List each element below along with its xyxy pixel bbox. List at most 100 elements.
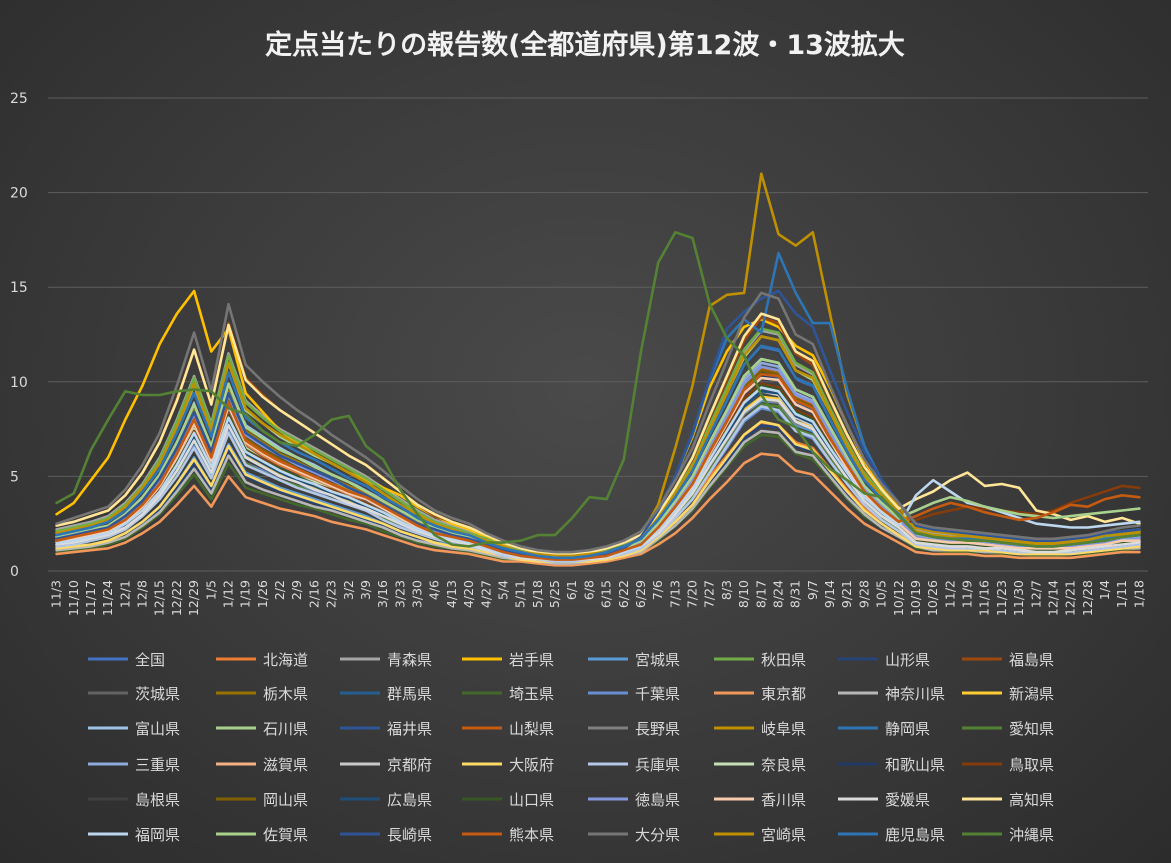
- legend-item: 広島県: [340, 791, 432, 809]
- legend-label: 佐賀県: [263, 826, 308, 844]
- x-tick-label: 12/15: [152, 580, 167, 616]
- x-tick-label: 1/18: [1131, 580, 1146, 608]
- x-tick-label: 7/20: [685, 580, 700, 608]
- legend-item: 山口県: [462, 791, 554, 809]
- legend-label: 広島県: [387, 791, 432, 809]
- x-tick-label: 12/29: [186, 580, 201, 616]
- y-tick-label: 15: [10, 280, 28, 296]
- y-tick-label: 10: [10, 375, 28, 391]
- x-tick-label: 6/15: [599, 580, 614, 608]
- legend-item: 石川県: [216, 720, 308, 738]
- x-tick-label: 11/30: [1011, 580, 1026, 616]
- x-tick-label: 7/6: [650, 580, 665, 600]
- legend-item: 兵庫県: [588, 756, 680, 774]
- legend-item: 全国: [88, 651, 165, 669]
- x-tick-label: 11/17: [83, 580, 98, 616]
- series-line-47: [55, 231, 1141, 548]
- legend-item: 東京都: [714, 685, 806, 703]
- x-tick-label: 10/26: [925, 580, 940, 616]
- x-tick-label: 4/13: [444, 580, 459, 608]
- legend-label: 徳島県: [635, 791, 680, 809]
- y-tick-label: 0: [10, 564, 19, 580]
- x-tick-label: 6/1: [564, 580, 579, 600]
- legend-item: 長崎県: [340, 826, 432, 844]
- legend-label: 京都府: [387, 756, 432, 774]
- x-tick-label: 11/2: [942, 580, 957, 608]
- legend-item: 青森県: [340, 651, 432, 669]
- legend-item: 長野県: [588, 720, 680, 738]
- legend-item: 岡山県: [216, 791, 308, 809]
- legend-label: 全国: [135, 651, 165, 669]
- legend-label: 福井県: [387, 720, 432, 738]
- legend-item: 群馬県: [340, 685, 432, 703]
- legend-item: 島根県: [88, 791, 180, 809]
- legend-label: 静岡県: [885, 720, 930, 738]
- x-tick-label: 2/16: [306, 580, 321, 608]
- legend-item: 福島県: [962, 651, 1054, 669]
- legend-item: 岩手県: [462, 651, 554, 669]
- legend-label: 岩手県: [509, 651, 554, 669]
- x-tick-label: 10/19: [908, 580, 923, 616]
- legend-label: 鹿児島県: [885, 826, 945, 844]
- legend-item: 三重県: [88, 756, 180, 774]
- legend-label: 神奈川県: [885, 685, 945, 703]
- x-tick-label: 5/11: [513, 580, 528, 608]
- legend-label: 奈良県: [761, 756, 806, 774]
- legend-label: 埼玉県: [509, 685, 554, 703]
- x-tick-label: 12/7: [1028, 580, 1043, 608]
- legend-item: 静岡県: [838, 720, 930, 738]
- x-tick-label: 1/19: [238, 580, 253, 608]
- legend-item: 千葉県: [588, 685, 680, 703]
- legend-item: 岐阜県: [714, 720, 806, 738]
- x-tick-label: 4/27: [478, 580, 493, 608]
- x-tick-label: 6/22: [616, 580, 631, 608]
- x-tick-label: 12/8: [135, 580, 150, 608]
- series-line-44: [55, 291, 1141, 554]
- y-tick-label: 25: [10, 91, 28, 107]
- legend-label: 大分県: [635, 826, 680, 844]
- x-tick-label: 11/23: [994, 580, 1009, 616]
- x-tick-label: 10/5: [874, 580, 889, 608]
- legend-label: 東京都: [761, 685, 806, 703]
- y-axis: 0 5 10 15 20 25: [10, 91, 28, 580]
- legend-label: 滋賀県: [263, 756, 308, 774]
- x-tick-label: 5/4: [495, 580, 510, 600]
- x-tick-label: 7/27: [702, 580, 717, 608]
- legend-label: 福島県: [1009, 651, 1054, 669]
- chart-title: 定点当たりの報告数(全都道府県)第12波・13波拡大: [265, 29, 905, 61]
- legend-label: 宮崎県: [761, 826, 806, 844]
- x-tick-label: 9/14: [822, 580, 837, 608]
- x-tick-label: 12/14: [1045, 580, 1060, 616]
- legend-item: 熊本県: [462, 826, 554, 844]
- legend-item: 福井県: [340, 720, 432, 738]
- legend-item: 北海道: [216, 651, 308, 669]
- x-tick-label: 1/26: [255, 580, 270, 608]
- legend-label: 熊本県: [509, 826, 554, 844]
- legend-label: 千葉県: [635, 685, 680, 703]
- legend-label: 三重県: [135, 756, 180, 774]
- legend-item: 埼玉県: [462, 685, 554, 703]
- x-tick-label: 1/4: [1097, 580, 1112, 600]
- legend-label: 石川県: [263, 720, 308, 738]
- legend-label: 岡山県: [263, 791, 308, 809]
- legend-item: 大分県: [588, 826, 680, 844]
- legend-item: 福岡県: [88, 826, 180, 844]
- x-tick-label: 3/16: [375, 580, 390, 608]
- y-tick-label: 20: [10, 186, 28, 202]
- legend-label: 新潟県: [1009, 685, 1054, 703]
- x-tick-label: 4/20: [461, 580, 476, 608]
- x-tick-label: 8/3: [719, 580, 734, 600]
- series-line-42: [55, 289, 1141, 560]
- legend-label: 宮城県: [635, 651, 680, 669]
- legend-label: 山形県: [885, 651, 930, 669]
- legend-item: 宮崎県: [714, 826, 806, 844]
- legend-item: 佐賀県: [216, 826, 308, 844]
- x-tick-label: 3/23: [392, 580, 407, 608]
- legend-label: 愛媛県: [885, 791, 930, 809]
- legend-item: 愛媛県: [838, 791, 930, 809]
- legend-label: 沖縄県: [1009, 826, 1054, 844]
- legend-item: 徳島県: [588, 791, 680, 809]
- x-tick-label: 6/8: [581, 580, 596, 600]
- legend-item: 山梨県: [462, 720, 554, 738]
